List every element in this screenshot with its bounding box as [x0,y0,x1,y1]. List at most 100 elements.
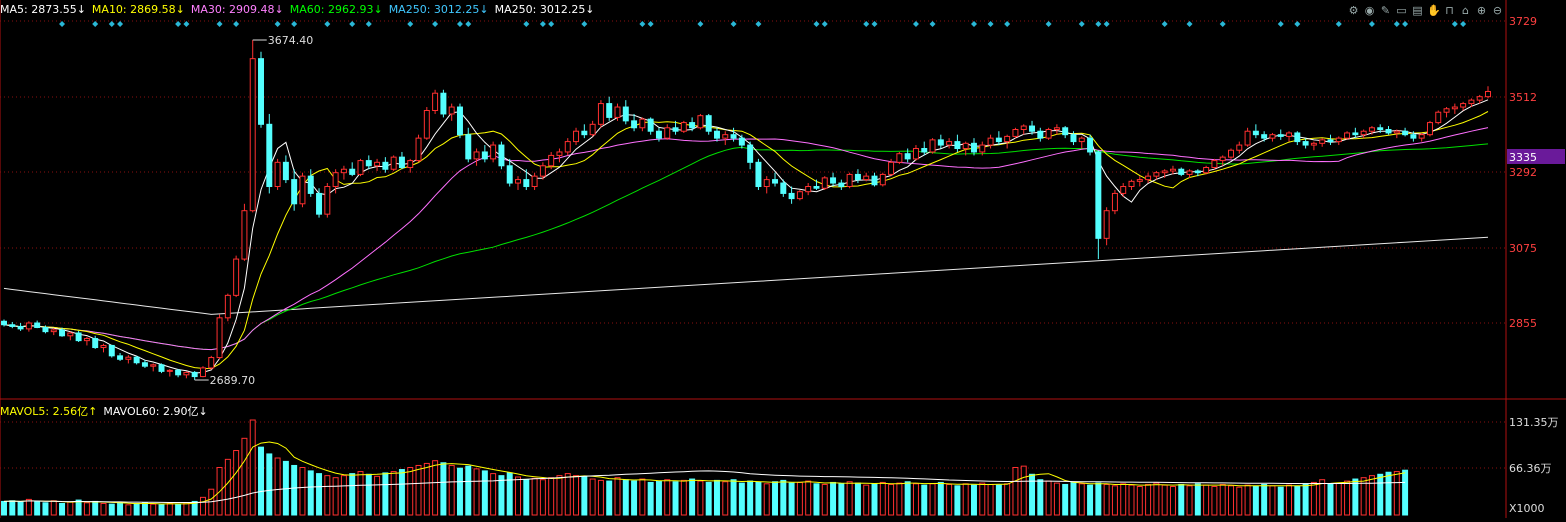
event-diamond-icon[interactable] [183,21,190,27]
volume-bar[interactable] [1153,482,1160,516]
volume-bar[interactable] [67,501,74,516]
volume-bar[interactable] [1,500,7,516]
candle-body[interactable] [34,322,41,328]
volume-bar[interactable] [713,479,720,516]
volume-bar[interactable] [191,500,198,516]
volume-bar[interactable] [183,502,190,516]
candle-body[interactable] [158,364,165,372]
candle-body[interactable] [705,115,712,132]
volume-bar[interactable] [912,483,919,516]
volume-bar[interactable] [456,467,463,516]
candle-body[interactable] [340,168,347,174]
candle-body[interactable] [1302,141,1309,146]
candle-body[interactable] [523,179,530,188]
volume-bar[interactable] [448,464,455,516]
candle-body[interactable] [755,161,762,188]
volume-bar[interactable] [1261,483,1268,516]
candle-body[interactable] [1244,130,1251,146]
candle-body[interactable] [796,191,803,200]
volume-bar[interactable] [954,485,961,516]
candle-body[interactable] [946,141,953,146]
event-diamond-icon[interactable] [324,21,331,27]
candle-body[interactable] [316,192,323,215]
candle-body[interactable] [539,165,546,177]
volume-bar[interactable] [755,481,762,516]
candle-body[interactable] [1095,151,1102,239]
volume-bar[interactable] [639,478,646,516]
eye-icon[interactable]: ◉ [1364,4,1375,17]
event-diamond-icon[interactable] [1186,21,1193,27]
candle-body[interactable] [1178,168,1185,175]
candle-body[interactable] [1294,132,1301,143]
volume-bar[interactable] [606,480,613,516]
volume-bar[interactable] [274,457,281,516]
candle-body[interactable] [183,371,190,376]
volume-bar[interactable] [382,472,389,516]
candle-body[interactable] [1418,134,1425,139]
candle-body[interactable] [266,123,273,188]
candle-body[interactable] [780,182,787,194]
volume-bar[interactable] [647,481,654,516]
event-diamond-icon[interactable] [730,21,737,27]
volume-bar[interactable] [1252,486,1259,516]
candle-body[interactable] [1485,90,1491,98]
volume-bar[interactable] [523,479,530,516]
candle-body[interactable] [1460,103,1467,108]
candle-body[interactable] [738,137,745,146]
candle-body[interactable] [390,156,397,170]
volume-bar[interactable] [1087,484,1094,516]
candle-body[interactable] [1194,170,1201,174]
volume-bar[interactable] [498,475,505,516]
candle-body[interactable] [1236,144,1243,151]
event-diamond-icon[interactable] [1335,21,1342,27]
candle-body[interactable] [846,173,853,188]
event-diamond-icon[interactable] [970,21,977,27]
candle-body[interactable] [1078,137,1085,143]
candle-body[interactable] [813,186,820,189]
volume-bar[interactable] [1004,483,1011,516]
candle-body[interactable] [1269,134,1276,139]
volume-bar[interactable] [1360,477,1367,516]
volume-bar[interactable] [224,458,231,516]
candle-body[interactable] [979,144,986,153]
volume-bar[interactable] [904,481,911,516]
candle-body[interactable] [117,355,124,360]
volume-bar[interactable] [929,483,936,516]
candle-body[interactable] [1087,137,1094,153]
volume-bar[interactable] [241,437,248,516]
volume-bar[interactable] [581,476,588,516]
event-diamond-icon[interactable] [456,21,463,27]
candle-body[interactable] [324,186,331,215]
volume-bar[interactable] [672,481,679,516]
candle-body[interactable] [282,161,289,181]
candle-body[interactable] [9,324,16,327]
candle-body[interactable] [1020,125,1027,130]
candle-body[interactable] [622,106,629,122]
event-diamond-icon[interactable] [1294,21,1301,27]
volume-bar[interactable] [506,472,513,516]
volume-bar[interactable] [1402,469,1409,516]
candle-body[interactable] [871,175,878,186]
candle-body[interactable] [896,153,903,163]
volume-bar[interactable] [1078,483,1085,516]
candle-body[interactable] [838,182,845,188]
candle-body[interactable] [1451,106,1458,110]
event-diamond-icon[interactable] [539,21,546,27]
candle-body[interactable] [1277,134,1284,137]
volume-bar[interactable] [349,473,356,516]
volume-bar[interactable] [846,481,853,516]
volume-bar[interactable] [1095,482,1102,516]
candle-body[interactable] [647,118,654,132]
candle-body[interactable] [1435,111,1442,124]
candle-body[interactable] [249,58,256,212]
volume-bar[interactable] [1236,486,1243,516]
event-diamond-icon[interactable] [639,21,646,27]
volume-bar[interactable] [390,471,397,516]
candle-body[interactable] [125,356,132,360]
candle-body[interactable] [258,58,264,125]
event-diamond-icon[interactable] [1078,21,1085,27]
candle-body[interactable] [1211,160,1218,169]
event-diamond-icon[interactable] [465,21,472,27]
candle-body[interactable] [1443,108,1450,113]
candle-body[interactable] [1161,170,1168,174]
